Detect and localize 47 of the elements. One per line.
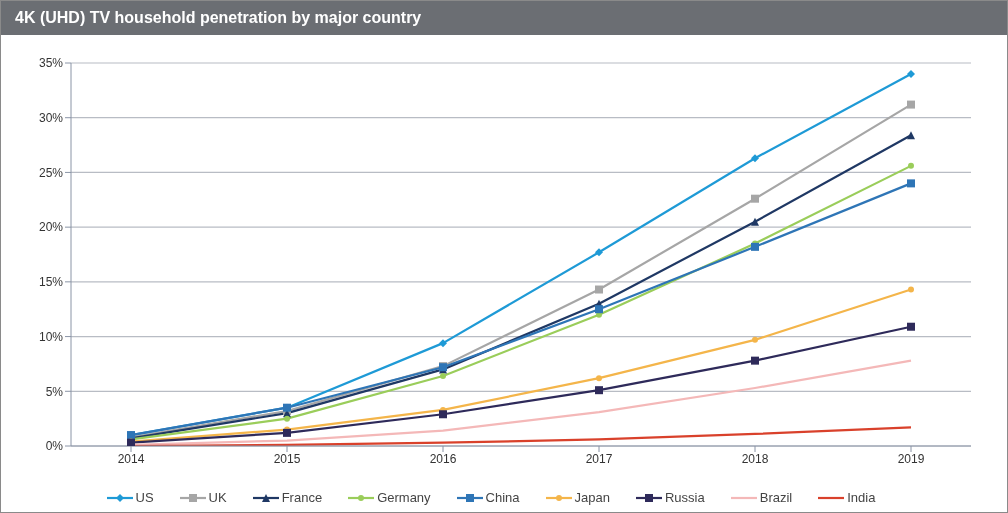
point [439,339,447,348]
y-tick-label: 5% [45,384,64,399]
legend-label: UK [208,490,227,505]
legend-label: US [135,490,154,505]
legend-label: France [281,490,323,505]
point [908,286,914,293]
x-tick-label: 2018 [741,451,769,466]
x-tick-label: 2016 [429,451,457,466]
x-tick-label: 2017 [585,451,613,466]
point [751,194,759,203]
legend-label: Japan [574,490,610,505]
x-tick-label: 2015 [273,451,301,466]
point [595,305,603,314]
point [751,217,759,226]
point [907,179,915,188]
y-tick-label: 15% [38,275,64,290]
point [751,356,759,365]
point [595,386,603,395]
legend-label: India [847,490,876,505]
legend-label: Brazil [759,490,793,505]
y-tick-label: 35% [38,56,64,71]
legend-label: China [485,490,520,505]
legend-label: Germany [377,490,431,505]
point [440,372,446,379]
point [752,336,758,343]
y-tick-label: 0% [45,439,64,454]
point [907,69,915,78]
x-tick-label: 2019 [897,451,925,466]
point [907,131,915,140]
y-tick-label: 25% [38,165,64,180]
point [284,415,290,422]
point [907,322,915,331]
point [439,410,447,419]
point [596,375,602,382]
y-tick-label: 10% [38,329,64,344]
point [907,100,915,109]
point [595,248,603,257]
point [751,242,759,251]
point [908,162,914,169]
point [595,285,603,294]
legend-label: Russia [664,490,705,505]
y-tick-label: 20% [38,220,64,235]
point [751,154,759,163]
x-tick-label: 2014 [117,451,145,466]
point [283,428,291,437]
y-tick-label: 30% [38,110,64,125]
chart-title: 4K (UHD) TV household penetration by major country [1,1,1007,35]
